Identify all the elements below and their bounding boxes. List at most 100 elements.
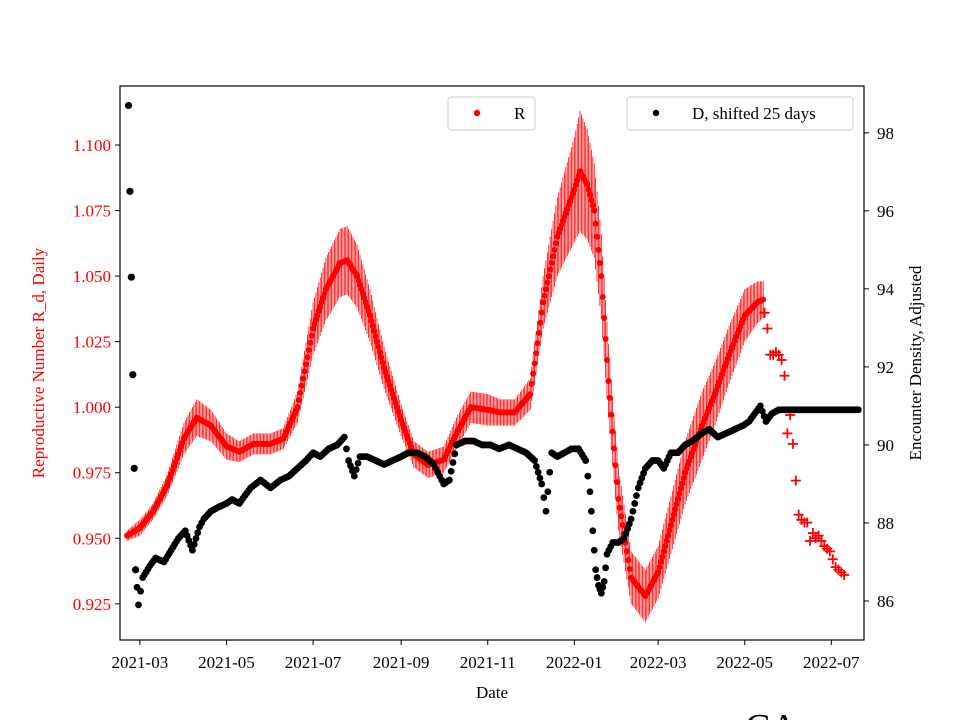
r-plus-point [788, 438, 799, 449]
r-point [298, 382, 305, 389]
r-point [547, 266, 554, 273]
legend-r-box [447, 96, 536, 131]
d-point [343, 445, 350, 453]
r-point [656, 564, 663, 571]
r-point [307, 339, 314, 346]
d-point [124, 101, 133, 110]
r-point [669, 516, 676, 523]
r-point [618, 513, 625, 520]
d-point [340, 433, 348, 441]
bottom-text: CA [745, 707, 798, 720]
r-point [301, 368, 308, 375]
x-tick-label: 2021-09 [373, 653, 430, 672]
d-point [451, 450, 459, 458]
x-tick-label: 2021-07 [285, 653, 342, 672]
d-point [532, 462, 540, 470]
r-point [533, 350, 540, 357]
bottom-axis: 2021-03 2021-05 2021-07 2021-09 2021-11 2022-… [112, 640, 860, 672]
r-point [625, 557, 632, 564]
left-tick-label: 0.950 [73, 529, 111, 548]
r-point [574, 177, 581, 184]
r-point [609, 428, 616, 435]
d-point [633, 492, 640, 500]
r-point [376, 349, 383, 356]
r-plus-point [790, 475, 801, 486]
r-point [680, 474, 687, 481]
r-point [660, 548, 667, 555]
right-tick-label: 96 [877, 202, 894, 221]
r-point [605, 377, 612, 384]
r-point [666, 527, 673, 534]
r-point [368, 317, 375, 324]
r-point [542, 286, 549, 293]
r-point [373, 338, 380, 345]
r-point [571, 186, 578, 193]
r-point [760, 296, 767, 303]
r-point [297, 389, 304, 396]
r-point [673, 501, 680, 508]
r-point [544, 279, 551, 286]
r-point [366, 312, 373, 319]
d-point [189, 546, 196, 554]
r-point [619, 522, 626, 529]
r-point [535, 329, 542, 336]
r-point [294, 404, 301, 411]
r-point [626, 565, 633, 572]
d-point [584, 472, 592, 480]
r-point [612, 462, 619, 469]
d-point [137, 587, 144, 595]
r-point [602, 336, 609, 343]
r-point [663, 537, 670, 544]
r-point [528, 380, 535, 387]
r-point [540, 299, 547, 306]
r-plus-point [776, 354, 787, 365]
plot-frame [119, 85, 865, 641]
r-plus-point [802, 517, 813, 528]
r-plus-point [813, 530, 824, 541]
x-axis-label: Date [476, 683, 508, 702]
r-plus-point [762, 323, 773, 334]
d-point [592, 566, 600, 574]
left-tick-label: 1.100 [73, 136, 111, 155]
r-projection-marks [759, 307, 850, 580]
d-point [127, 273, 135, 281]
legend-r-label: R [514, 104, 526, 123]
legend-r-marker [473, 109, 481, 117]
r-point [679, 480, 686, 487]
r-point [371, 328, 378, 335]
r-point [615, 495, 622, 502]
d-point [350, 472, 358, 480]
r-point [295, 397, 302, 404]
x-tick-label: 2022-01 [546, 653, 603, 672]
d-point [540, 494, 548, 501]
x-tick-label: 2021-03 [112, 653, 169, 672]
d-point [192, 535, 200, 542]
d-point [593, 574, 601, 581]
right-tick-label: 98 [877, 124, 894, 143]
d-point [756, 402, 764, 410]
d-point [542, 507, 550, 515]
r-point [677, 485, 684, 492]
legend-d-label: D, shifted 25 days [692, 104, 816, 123]
r-point [655, 569, 662, 576]
left-axis-label: Reproductive Number R_d, Daily [29, 247, 48, 478]
r-point [676, 490, 683, 497]
d-point [531, 457, 538, 464]
r-point [369, 322, 376, 329]
d-point [194, 529, 202, 537]
left-axis: 0.925 0.950 0.975 1.000 1.025 1.050 1.075 1.100 [73, 136, 120, 614]
r-point [548, 259, 555, 266]
d-point [758, 407, 766, 415]
r-point [527, 391, 534, 398]
r-point [667, 522, 674, 529]
x-tick-label: 2022-05 [716, 653, 773, 672]
d-point [602, 564, 609, 572]
r-point [537, 319, 544, 326]
r-point [305, 346, 312, 353]
legend-r: R [447, 96, 536, 131]
r-point [300, 375, 307, 382]
r-point [589, 202, 596, 209]
r-plus-point [759, 307, 770, 318]
r-point [584, 181, 591, 188]
